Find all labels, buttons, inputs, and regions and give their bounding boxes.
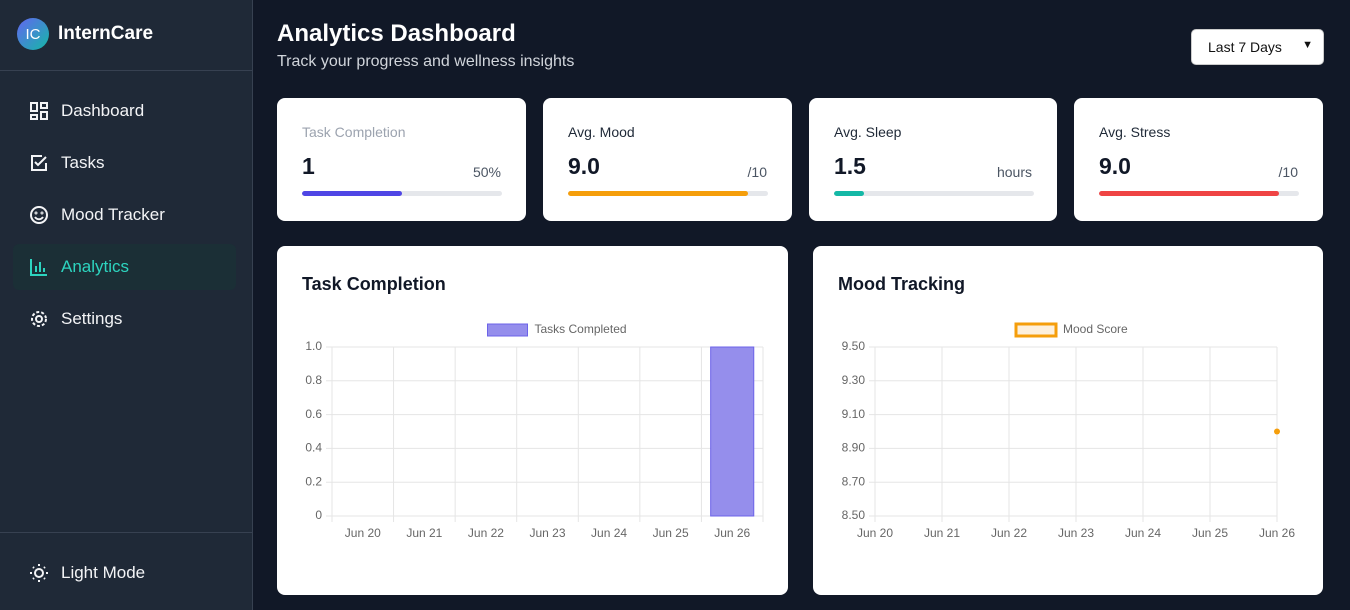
- progress-bar: [834, 191, 864, 196]
- legend-label: Mood Score: [1063, 322, 1128, 336]
- chart-title: Task Completion: [302, 274, 446, 294]
- progress-track: [302, 191, 502, 196]
- x-tick-label: Jun 20: [857, 526, 893, 540]
- point: [1274, 428, 1280, 435]
- stat-label: Avg. Stress: [1099, 124, 1171, 140]
- y-tick-label: 0.6: [305, 407, 322, 421]
- stat-label: Avg. Mood: [568, 124, 635, 140]
- page-subtitle: Track your progress and wellness insight…: [277, 53, 575, 70]
- x-tick-label: Jun 21: [924, 526, 960, 540]
- stat-label: Avg. Sleep: [834, 124, 902, 140]
- nav-label: Analytics: [61, 257, 130, 276]
- stat-value: 9.0: [568, 153, 600, 179]
- stat-card: Avg. Stress 9.0/10: [1074, 98, 1323, 221]
- x-tick-label: Jun 25: [1192, 526, 1228, 540]
- stat-value: 1.5: [834, 153, 866, 179]
- stat-card: Task Completion 1 50%: [277, 98, 526, 221]
- x-tick-label: Jun 21: [406, 526, 442, 540]
- divider: [0, 70, 253, 71]
- nav-label: Tasks: [61, 153, 105, 172]
- progress-bar: [568, 191, 748, 196]
- y-tick-label: 9.10: [842, 407, 866, 421]
- nav-item[interactable]: Mood Tracker: [13, 192, 236, 238]
- y-tick-label: 0: [315, 508, 322, 522]
- x-tick-label: Jun 22: [991, 526, 1027, 540]
- chart-title: Mood Tracking: [838, 274, 966, 294]
- x-tick-label: Jun 23: [1058, 526, 1094, 540]
- nav-item[interactable]: Analytics: [13, 244, 236, 290]
- nav-item[interactable]: Tasks: [13, 140, 236, 186]
- legend-swatch: [1014, 322, 1058, 338]
- y-tick-label: 0.2: [305, 474, 322, 488]
- progress-bar: [1099, 191, 1279, 196]
- stat-value: 9.0: [1099, 153, 1131, 179]
- legend-label: Tasks Completed: [535, 322, 627, 336]
- chart-card: Mood Tracking Mood Score 8.50 8.70 8.90 9.10 9…: [813, 246, 1323, 595]
- range-value: Last 7 Days: [1208, 39, 1282, 55]
- stat-label: Task Completion: [302, 124, 406, 140]
- x-tick-label: Jun 26: [714, 526, 750, 540]
- toggle-label: Light Mode: [61, 563, 146, 582]
- chart: Tasks Completed 0 0.2 0.4 0.6 0.8 1.0 Jun 20 Jun…: [305, 322, 764, 540]
- nav-label: Mood Tracker: [61, 205, 165, 224]
- x-tick-label: Jun 23: [529, 526, 565, 540]
- stat-card: Avg. Sleep 1.5 hours: [809, 98, 1057, 221]
- y-tick-label: 8.90: [842, 441, 866, 455]
- nav-item[interactable]: Settings: [13, 296, 236, 342]
- stat-unit: /10: [1278, 164, 1298, 180]
- legend-swatch: [487, 323, 528, 337]
- stat-unit: hours: [996, 164, 1032, 180]
- y-tick-label: 0.8: [305, 373, 322, 387]
- y-tick-label: 8.70: [842, 474, 866, 488]
- chart-card: Task Completion Tasks Completed 0 0.2 0.4 0.6…: [277, 246, 788, 595]
- y-tick-label: 9.50: [842, 339, 866, 353]
- page-title: Analytics Dashboard: [277, 20, 516, 47]
- y-tick-label: 0.4: [305, 441, 322, 455]
- x-tick-label: Jun 25: [653, 526, 689, 540]
- chart: Mood Score 8.50 8.70 8.90 9.10 9.30 9.50 Jun 20…: [842, 322, 1296, 540]
- progress-bar: [302, 191, 402, 196]
- bar: [710, 346, 755, 517]
- brand-name: InternCare: [58, 23, 154, 44]
- y-tick-label: 8.50: [842, 508, 866, 522]
- nav-label: Dashboard: [61, 101, 145, 120]
- stat-card: Avg. Mood 9.0/10: [543, 98, 792, 221]
- progress-track: [1099, 191, 1299, 196]
- theme-toggle[interactable]: Light Mode: [13, 550, 236, 596]
- x-tick-label: Jun 26: [1259, 526, 1295, 540]
- sidebar: IC InternCare Dashboard Tasks Mood Track…: [0, 0, 253, 610]
- chevron: ▼: [1302, 39, 1313, 51]
- range-select[interactable]: Last 7 Days ▼: [1191, 29, 1324, 65]
- nav-label: Settings: [61, 309, 123, 328]
- x-tick-label: Jun 24: [591, 526, 627, 540]
- x-tick-label: Jun 24: [1125, 526, 1161, 540]
- x-tick-label: Jun 22: [468, 526, 504, 540]
- progress-track: [834, 191, 1034, 196]
- x-tick-label: Jun 20: [345, 526, 381, 540]
- y-tick-label: 1.0: [305, 339, 322, 353]
- stat-unit: 50%: [472, 164, 501, 180]
- stat-value: 1: [302, 153, 315, 179]
- stat-unit: /10: [747, 164, 767, 180]
- nav-item[interactable]: Dashboard: [13, 88, 236, 134]
- logo: IC: [17, 18, 49, 50]
- y-tick-label: 9.30: [842, 373, 866, 387]
- divider: [0, 532, 253, 533]
- progress-track: [568, 191, 768, 196]
